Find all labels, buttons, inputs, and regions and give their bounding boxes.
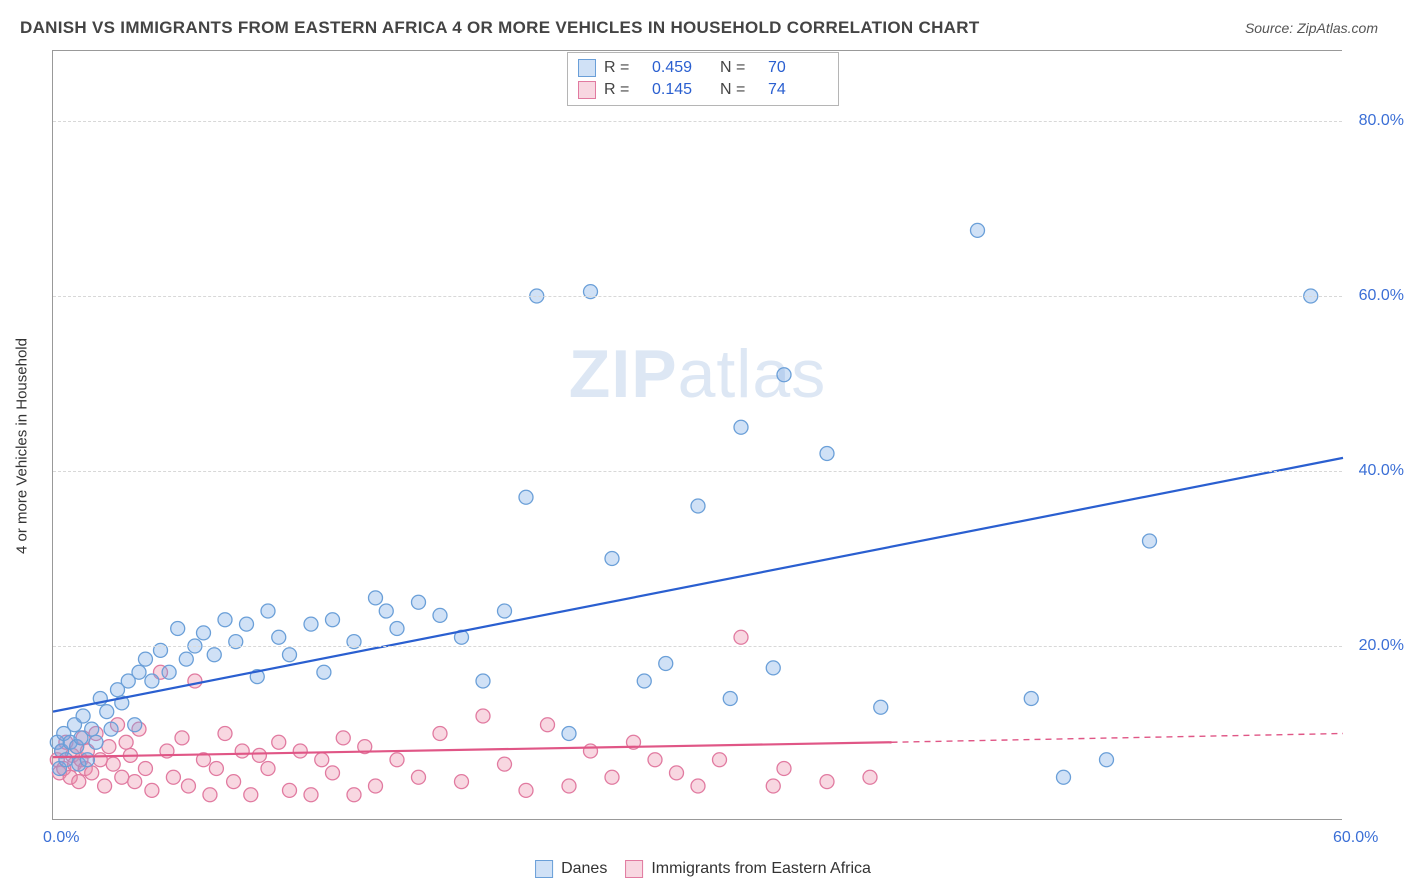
series-legend: Danes Immigrants from Eastern Africa [535,860,871,878]
legend-label-danes: Danes [561,860,607,878]
r-value-immigrants: 0.145 [652,81,712,99]
y-tick-label: 80.0% [1359,112,1404,130]
y-axis-label: 4 or more Vehicles in Household [14,338,31,554]
stats-row-immigrants: R = 0.145 N = 74 [578,79,828,101]
legend-item-immigrants: Immigrants from Eastern Africa [625,860,871,878]
y-tick-label: 60.0% [1359,287,1404,305]
n-value-danes: 70 [768,59,828,77]
y-tick-label: 20.0% [1359,637,1404,655]
x-tick-label: 60.0% [1333,829,1378,847]
swatch-immigrants-icon [625,860,643,878]
swatch-danes [578,59,596,77]
plot-area: ZIPatlas 20.0%40.0%60.0%80.0%0.0%60.0% [52,50,1342,820]
n-value-immigrants: 74 [768,81,828,99]
legend-label-immigrants: Immigrants from Eastern Africa [651,860,871,878]
x-tick-label: 0.0% [43,829,79,847]
correlation-chart: DANISH VS IMMIGRANTS FROM EASTERN AFRICA… [0,0,1406,892]
source-label: Source: ZipAtlas.com [1245,20,1378,36]
stats-row-danes: R = 0.459 N = 70 [578,57,828,79]
stats-legend: R = 0.459 N = 70 R = 0.145 N = 74 [567,52,839,106]
swatch-immigrants [578,81,596,99]
r-label: R = [604,59,644,77]
scatter-svg [53,51,1342,819]
legend-item-danes: Danes [535,860,607,878]
n-label: N = [720,81,760,99]
swatch-danes-icon [535,860,553,878]
n-label: N = [720,59,760,77]
r-label: R = [604,81,644,99]
chart-title: DANISH VS IMMIGRANTS FROM EASTERN AFRICA… [20,18,980,38]
y-tick-label: 40.0% [1359,462,1404,480]
r-value-danes: 0.459 [652,59,712,77]
